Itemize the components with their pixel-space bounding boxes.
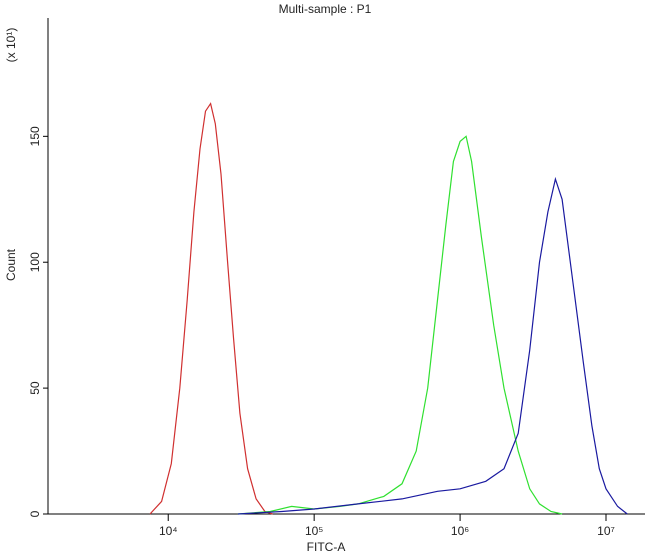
y-tick-label: 100 [28, 252, 42, 272]
histogram-line [237, 135, 563, 515]
x-tick-label: 10⁷ [597, 524, 615, 538]
x-tick-label: 10⁴ [159, 524, 178, 538]
y-tick-label: 0 [28, 510, 42, 517]
y-tick-label: 150 [28, 126, 42, 146]
x-tick-label: 10⁶ [451, 524, 469, 538]
y-multiplier: (x 10¹) [4, 28, 18, 63]
x-tick-label: 10⁵ [305, 524, 323, 538]
histogram-line [237, 176, 628, 515]
y-axis-label: Count [4, 248, 18, 281]
y-tick-label: 50 [28, 381, 42, 395]
x-axis-label: FITC-A [307, 540, 346, 554]
chart-title: Multi-sample : P1 [279, 2, 372, 16]
histogram-line [149, 102, 273, 515]
